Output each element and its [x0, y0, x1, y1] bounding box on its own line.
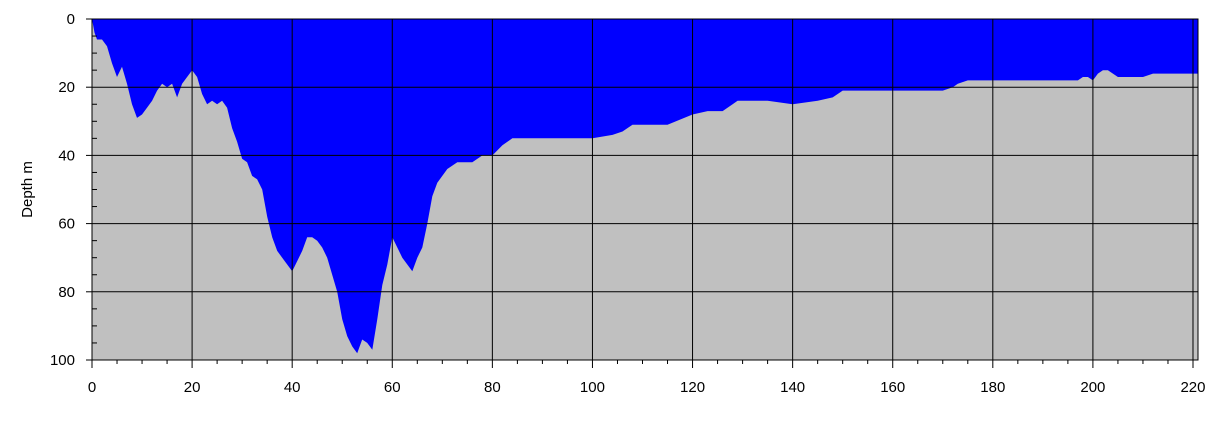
x-tick-label: 160 — [880, 379, 905, 396]
x-tick-label: 20 — [184, 379, 201, 396]
x-tick-label: 40 — [284, 379, 301, 396]
x-tick-label: 100 — [580, 379, 605, 396]
minor-ticks — [86, 18, 1194, 368]
y-tick-label: 80 — [58, 284, 75, 301]
x-tick-label: 80 — [484, 379, 501, 396]
x-tick-label: 0 — [88, 379, 96, 396]
y-tick-label: 60 — [58, 216, 75, 233]
y-tick-label: 100 — [50, 352, 75, 369]
x-tick-labels: 0 20 40 60 80 100 120 140 160 180 200 220 — [88, 379, 1206, 396]
x-tick-label: 200 — [1080, 379, 1105, 396]
y-tick-labels: 0 20 40 60 80 100 — [50, 11, 75, 369]
y-axis-label: Depth m — [19, 161, 36, 218]
x-tick-label: 120 — [680, 379, 705, 396]
x-tick-label: 60 — [384, 379, 401, 396]
y-tick-label: 0 — [67, 11, 75, 28]
bed-area — [92, 19, 1198, 360]
y-tick-label: 20 — [58, 79, 75, 96]
plot-frame — [91, 18, 1199, 361]
x-tick-label: 220 — [1180, 379, 1205, 396]
y-tick-label: 40 — [58, 147, 75, 164]
x-tick-label: 140 — [780, 379, 805, 396]
water-area — [92, 19, 1198, 354]
x-tick-label: 180 — [980, 379, 1005, 396]
